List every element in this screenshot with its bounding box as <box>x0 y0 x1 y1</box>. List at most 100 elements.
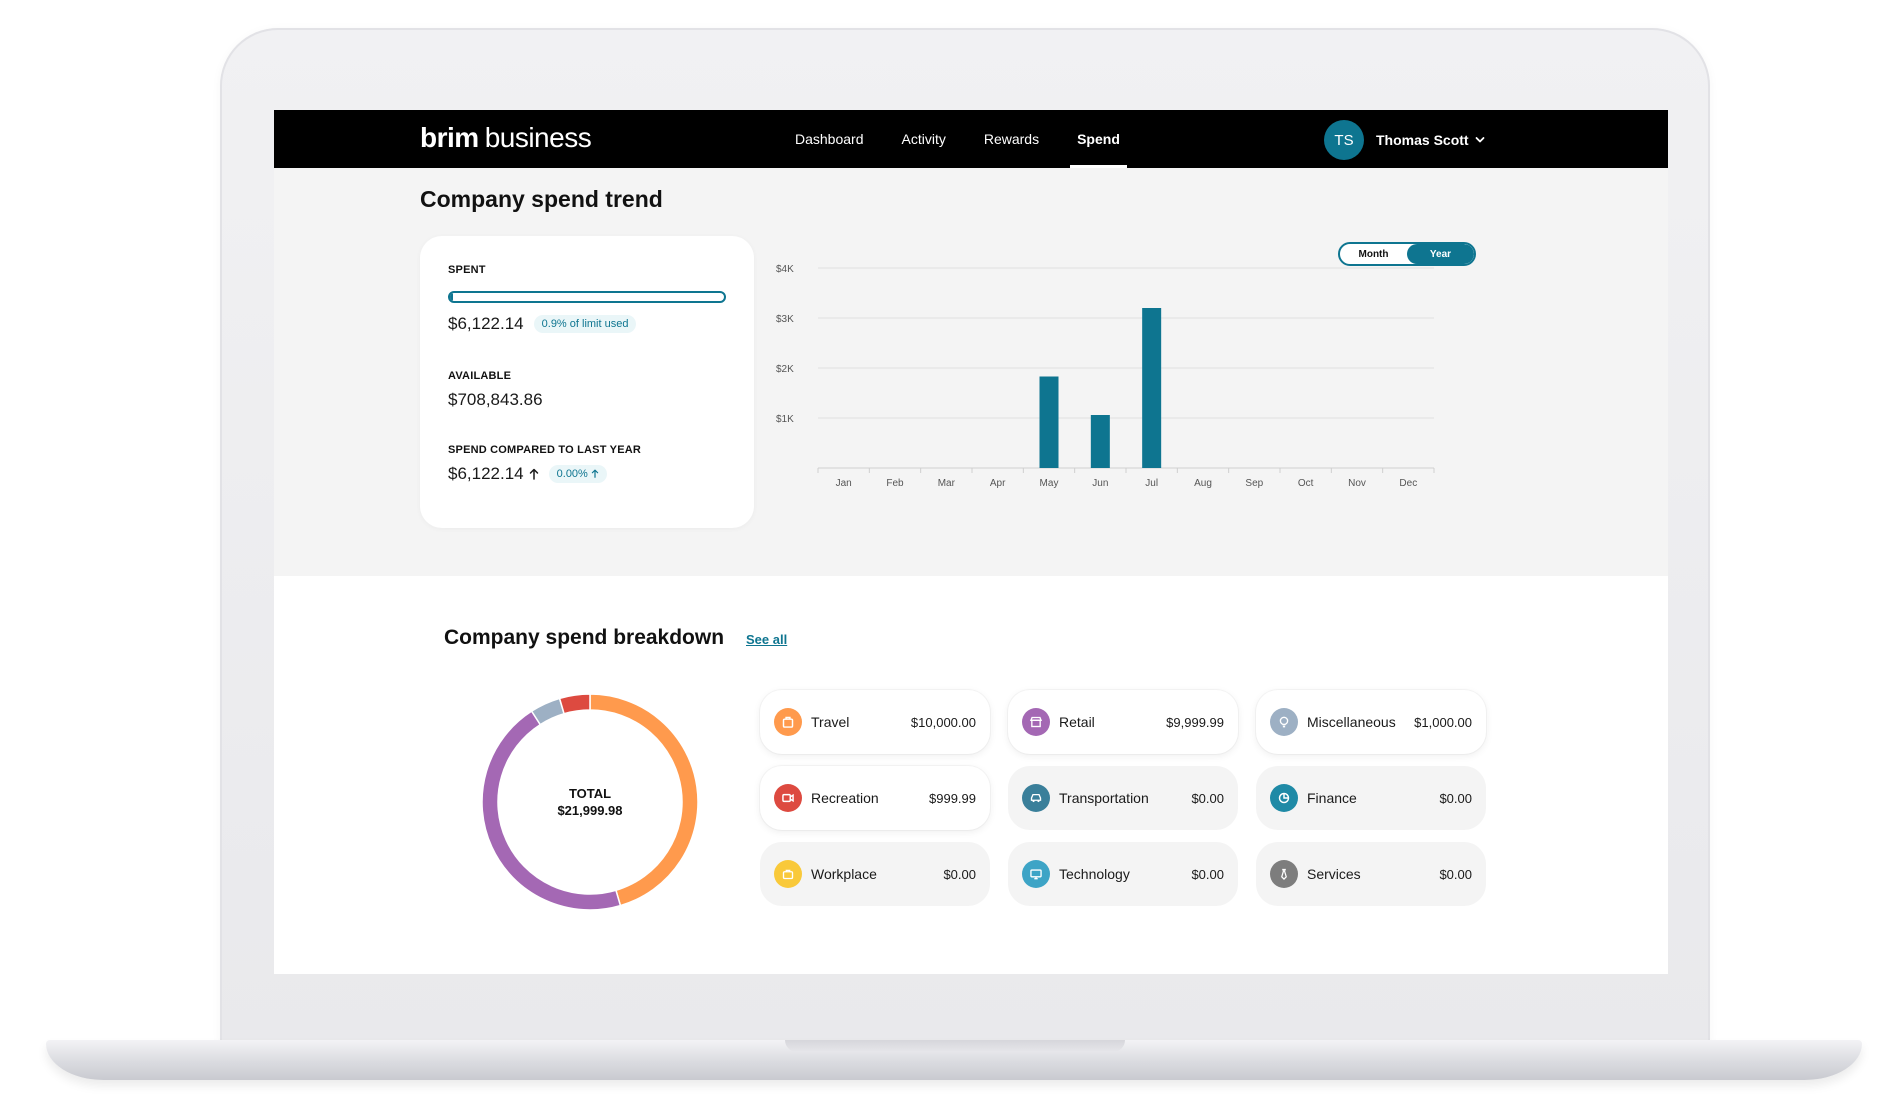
bar-jul[interactable] <box>1142 308 1162 468</box>
limit-progress-fill <box>450 293 454 301</box>
see-all-link[interactable]: See all <box>746 632 788 647</box>
lightbulb-icon <box>1270 708 1298 736</box>
category-card-workplace[interactable]: Workplace $0.00 <box>760 842 990 906</box>
arrow-up-icon <box>529 468 538 480</box>
donut-slice-recreation[interactable] <box>558 693 591 715</box>
category-name: Transportation <box>1059 790 1149 806</box>
nav-tabs: Dashboard Activity Rewards Spend <box>776 110 1139 168</box>
x-tick-label: Aug <box>1194 478 1212 489</box>
spend-stats-card: SPENT $6,122.14 0.9% of limit used AVAIL… <box>420 236 754 528</box>
logo-light-text: business <box>484 122 592 153</box>
available-value: $708,843.86 <box>448 390 543 409</box>
monitor-icon <box>1022 860 1050 888</box>
available-label: AVAILABLE <box>448 370 512 382</box>
donut-total-label: TOTAL <box>568 786 612 801</box>
bar-jun[interactable] <box>1090 415 1110 468</box>
y-tick-label: $4K <box>776 264 794 275</box>
tie-icon <box>1270 860 1298 888</box>
category-card-finance[interactable]: Finance $0.00 <box>1256 766 1486 830</box>
compared-label: SPEND COMPARED TO LAST YEAR <box>448 444 642 456</box>
x-tick-label: Mar <box>938 478 956 489</box>
x-tick-label: Jul <box>1145 478 1158 489</box>
x-tick-label: Oct <box>1298 478 1314 489</box>
spent-label: SPENT <box>448 264 486 276</box>
donut-total: TOTAL $21,999.98 <box>472 684 708 920</box>
top-navbar: brim business Dashboard Activity Rewards … <box>274 110 1668 168</box>
compared-badge: 0.00% <box>548 465 607 483</box>
y-tick-label: $1K <box>776 414 794 425</box>
limit-used-badge: 0.9% of limit used <box>533 315 637 333</box>
category-name: Miscellaneous <box>1307 714 1396 730</box>
compared-value-row: $6,122.14 0.00% <box>448 464 607 484</box>
section-title-breakdown: Company spend breakdown <box>444 626 725 649</box>
tab-dashboard[interactable]: Dashboard <box>795 131 864 147</box>
x-tick-label: May <box>1040 478 1059 489</box>
storefront-icon <box>1022 708 1050 736</box>
category-amount: $0.00 <box>1439 790 1472 806</box>
x-tick-label: Feb <box>886 478 904 489</box>
donut-total-value: $21,999.98 <box>557 803 623 818</box>
x-tick-label: Jun <box>1092 478 1108 489</box>
spend-trend-section: Company spend trend SPENT $6,122.14 0.9%… <box>274 168 1668 576</box>
bar-may[interactable] <box>1039 376 1059 469</box>
pie-chart-icon <box>1270 784 1298 812</box>
tab-rewards[interactable]: Rewards <box>983 131 1040 147</box>
spend-breakdown-donut <box>481 693 699 911</box>
category-name: Finance <box>1307 790 1357 806</box>
x-tick-label: Dec <box>1399 478 1417 489</box>
category-card-services[interactable]: Services $0.00 <box>1256 842 1486 906</box>
category-card-technology[interactable]: Technology $0.00 <box>1008 842 1238 906</box>
x-tick-label: Sep <box>1245 478 1263 489</box>
avatar[interactable]: TS <box>1324 120 1364 160</box>
compared-badge-text: 0.00% <box>556 468 588 480</box>
category-name: Retail <box>1059 714 1095 730</box>
category-name: Services <box>1307 866 1361 882</box>
laptop-notch <box>785 1040 1125 1052</box>
ticket-icon <box>774 784 802 812</box>
category-amount: $999.99 <box>929 790 976 806</box>
category-name: Recreation <box>811 790 879 806</box>
period-toggle[interactable]: Month Year <box>1338 242 1476 266</box>
briefcase-icon <box>774 860 802 888</box>
category-amount: $9,999.99 <box>1166 714 1224 730</box>
category-card-transportation[interactable]: Transportation $0.00 <box>1008 766 1238 830</box>
toggle-year[interactable]: Year <box>1407 244 1474 264</box>
category-card-miscellaneous[interactable]: Miscellaneous $1,000.00 <box>1256 690 1486 754</box>
user-menu[interactable]: TS Thomas Scott <box>1324 120 1485 160</box>
category-amount: $0.00 <box>1191 790 1224 806</box>
category-card-travel[interactable]: Travel $10,000.00 <box>760 690 990 754</box>
limit-progress-bar <box>448 291 726 303</box>
arrow-up-small-icon <box>591 469 599 478</box>
spend-trend-bar-chart: $1K $2K $3K $4K Jan Feb Mar Apr May Jun Jul Aug Sep O… <box>776 264 1435 489</box>
category-card-retail[interactable]: Retail $9,999.99 <box>1008 690 1238 754</box>
spent-value: $6,122.14 <box>448 314 524 333</box>
x-tick-label: Jan <box>836 478 852 489</box>
logo-bold-text: brim <box>420 122 479 153</box>
spent-value-row: $6,122.14 0.9% of limit used <box>448 314 637 334</box>
x-tick-label: Apr <box>990 478 1006 489</box>
car-icon <box>1022 784 1050 812</box>
user-name[interactable]: Thomas Scott <box>1376 132 1469 148</box>
y-tick-label: $2K <box>776 364 794 375</box>
suitcase-icon <box>774 708 802 736</box>
category-card-recreation[interactable]: Recreation $999.99 <box>760 766 990 830</box>
tab-spend[interactable]: Spend <box>1058 110 1139 168</box>
category-name: Travel <box>811 714 850 730</box>
toggle-month[interactable]: Month <box>1358 248 1389 260</box>
section-title-trend: Company spend trend <box>420 186 663 212</box>
y-tick-label: $3K <box>776 314 794 325</box>
category-amount: $0.00 <box>1439 866 1472 882</box>
category-amount: $0.00 <box>1191 866 1224 882</box>
x-tick-label: Nov <box>1348 478 1366 489</box>
category-name: Workplace <box>811 866 877 882</box>
compared-value: $6,122.14 <box>448 464 524 483</box>
tab-activity[interactable]: Activity <box>901 131 946 147</box>
category-amount: $0.00 <box>943 866 976 882</box>
category-amount: $1,000.00 <box>1414 714 1472 730</box>
category-amount: $10,000.00 <box>910 714 976 730</box>
app-screen: brim business Dashboard Activity Rewards … <box>274 110 1668 974</box>
brim-business-logo[interactable]: brim business <box>420 122 592 156</box>
chevron-down-icon[interactable] <box>1475 135 1485 145</box>
category-name: Technology <box>1059 866 1130 882</box>
